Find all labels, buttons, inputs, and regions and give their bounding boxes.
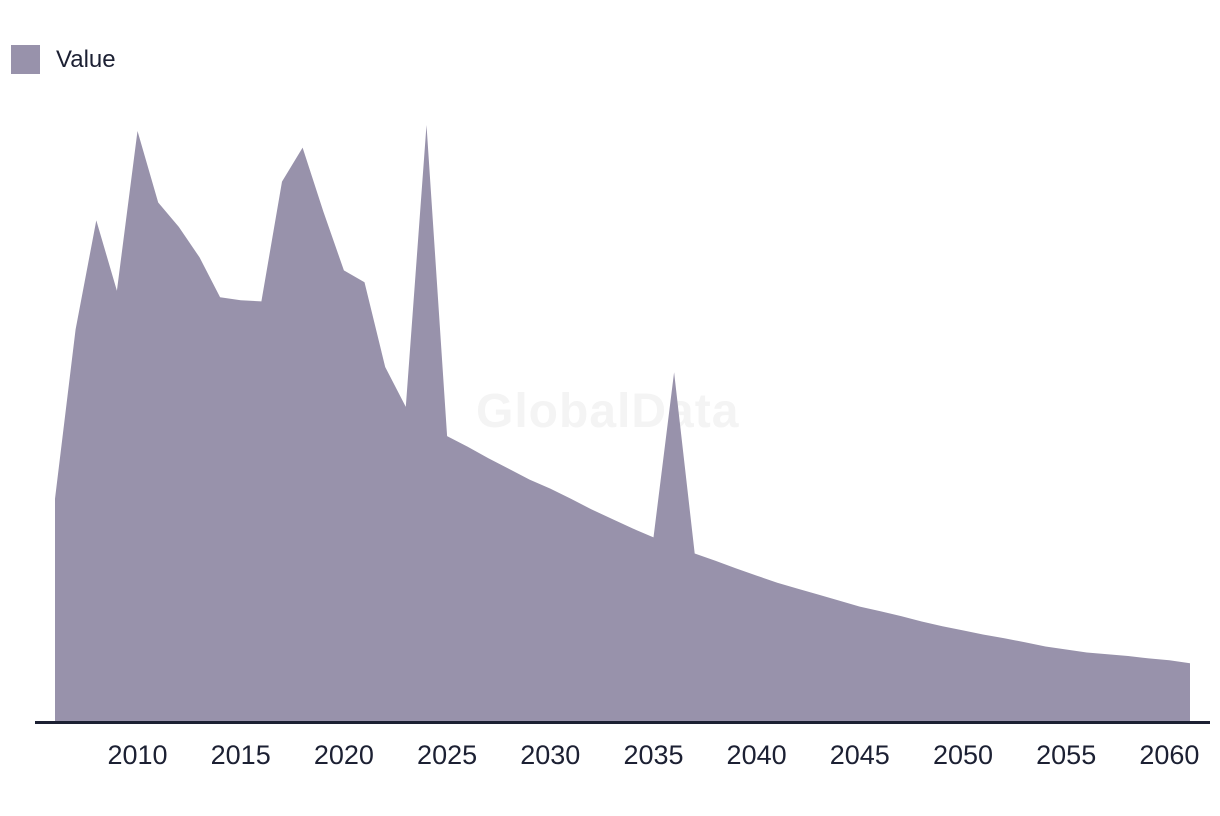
x-axis-tick-label: 2060 [1139,740,1200,770]
x-axis-tick-label: 2025 [417,740,478,770]
watermark: GlobalData [476,385,740,438]
legend-label: Value [56,45,116,73]
x-axis-tick-label: 2055 [1036,740,1097,770]
x-axis-tick-label: 2010 [107,740,168,770]
x-axis-tick-label: 2040 [726,740,787,770]
area-series-value[interactable] [55,125,1190,721]
x-axis-tick-label: 2050 [932,740,994,770]
legend-swatch [11,45,40,74]
x-axis-tick-label: 2045 [829,740,890,770]
x-axis-tick-label: 2015 [210,740,271,770]
x-axis-tick-label: 2035 [623,740,684,770]
legend: Value [11,45,116,74]
legend-item-value[interactable]: Value [11,45,116,74]
x-axis-tick-label: 2020 [313,740,374,770]
x-axis-tick-label: 2030 [520,740,581,770]
